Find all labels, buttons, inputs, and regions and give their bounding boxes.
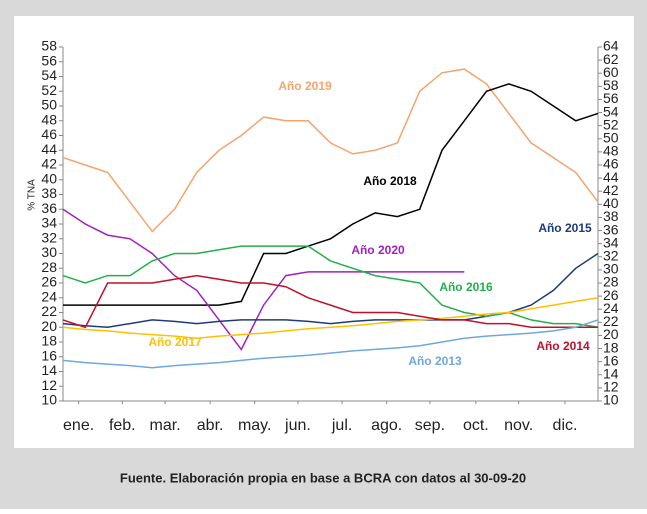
y-tick-label: 38 [41,185,57,201]
y2-tick-label: 34 [603,234,619,250]
y-tick-label: 12 [41,377,57,393]
y2-tick-label: 30 [603,261,619,277]
x-tick-label: ene. [63,417,94,434]
series-label: Año 2013 [408,354,462,368]
x-tick-label: jun. [284,417,311,434]
x-tick-label: abr. [197,417,224,434]
y2-tick-label: 42 [603,182,619,198]
x-tick-label: feb. [109,417,136,434]
y-tick-label: 46 [41,126,57,142]
series-label: Año 2020 [351,243,405,257]
y2-tick-label: 20 [603,326,619,342]
x-tick-label: jul. [331,417,352,434]
y2-tick-label: 58 [603,77,619,93]
y2-tick-label: 54 [603,103,619,119]
y2-tick-label: 52 [603,116,619,132]
series-line [62,297,599,340]
y-tick-label: 40 [41,170,57,186]
y2-tick-label: 18 [603,339,619,355]
y-tick-label: 42 [41,156,57,172]
series-label: Año 2016 [439,280,493,294]
y-tick-label: 54 [41,67,57,83]
series-line [63,83,599,306]
y2-tick-label: 28 [603,274,619,290]
y2-tick-label: 40 [603,195,619,211]
y2-tick-label: 14 [603,365,619,381]
series-line [62,68,599,233]
x-tick-label: sep. [415,417,445,434]
x-tick-label: nov. [504,417,533,434]
y-tick-label: 14 [41,362,57,378]
series-line [62,208,465,351]
y-tick-label: 10 [41,392,57,408]
x-tick-label: mar. [150,417,181,434]
y2-tick-label: 44 [603,169,619,185]
y2-tick-label: 22 [603,313,619,329]
y2-tick-label: 46 [603,156,619,172]
y-tick-label: 34 [41,215,57,231]
y-tick-label: 30 [41,244,57,260]
y2-tick-label: 12 [603,379,619,395]
series-line [62,274,598,329]
y2-tick-label: 60 [603,64,619,80]
y2-tick-label: 16 [603,352,619,368]
y-tick-label: 24 [41,288,57,304]
series-label: Año 2018 [363,174,417,188]
y2-tick-label: 64 [603,38,619,54]
y2-tick-label: 56 [603,90,619,106]
panel [14,16,634,448]
y-tick-label: 52 [41,82,57,98]
y2-tick-label: 36 [603,221,619,237]
y2-tick-label: 48 [603,143,619,159]
y-tick-label: 18 [41,333,57,349]
y-tick-label: 32 [41,229,57,245]
series-label: Año 2017 [148,335,202,349]
y-tick-label: 44 [41,141,57,157]
y-tick-label: 28 [41,259,57,275]
y2-tick-label: 38 [603,208,619,224]
y-tick-label: 56 [41,52,57,68]
y-tick-label: 58 [41,38,57,54]
x-tick-label: oct. [463,417,489,434]
y2-tick-label: 26 [603,287,619,303]
y-tick-label: 48 [41,111,57,127]
y2-tick-label: 10 [603,392,619,408]
y2-tick-label: 32 [603,247,619,263]
source: Fuente. Elaboración propia en base a BCR… [120,470,526,485]
x-tick-label: dic. [553,417,578,434]
series-label: Año 2014 [536,339,590,353]
y2-tick-label: 50 [603,129,619,145]
y-tick-label: 16 [41,347,57,363]
y-tick-label: 20 [41,318,57,334]
y-tick-label: 36 [41,200,57,216]
series-line [62,319,599,369]
y-tick-label: 26 [41,274,57,290]
y2-tick-label: 24 [603,300,619,316]
x-tick-label: may. [238,417,271,434]
y-tick-label: 22 [41,303,57,319]
series-label: Año 2019 [278,79,332,93]
x-tick-label: ago. [371,417,402,434]
series-label: Año 2015 [538,221,592,235]
y-tick-label: 50 [41,97,57,113]
y2-tick-label: 62 [603,51,619,67]
y-axis-label: % TNA [27,179,38,211]
